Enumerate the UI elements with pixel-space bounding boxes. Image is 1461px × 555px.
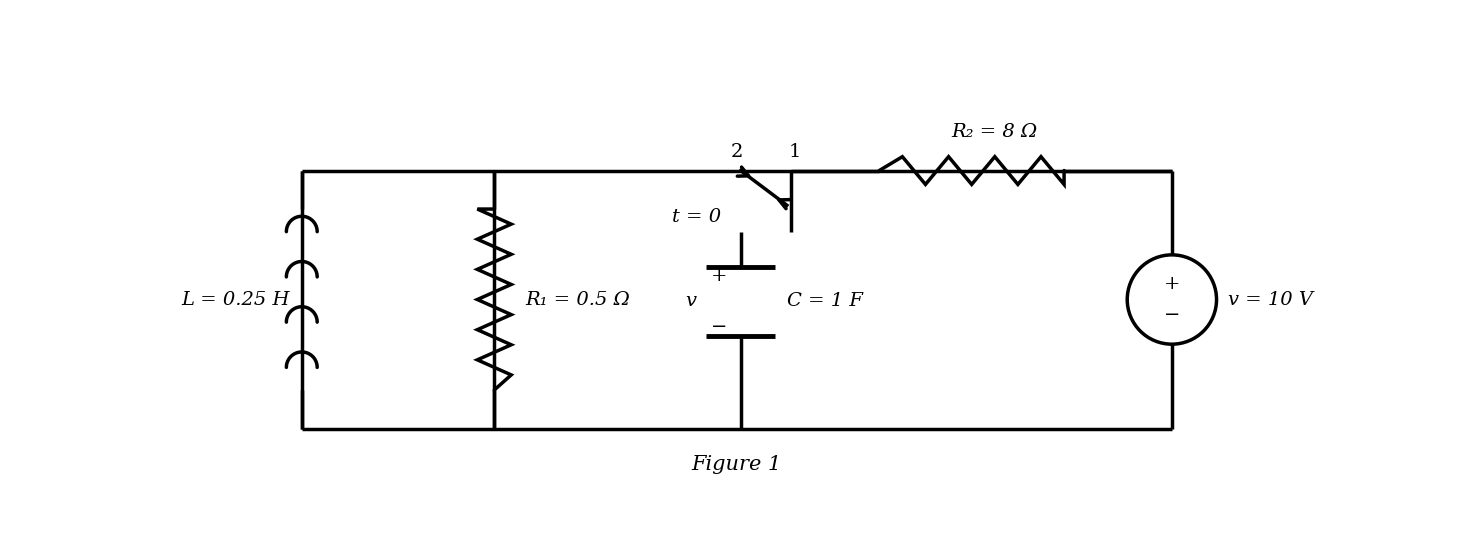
Text: 2: 2 [730, 143, 744, 162]
Text: +: + [1163, 275, 1180, 293]
Text: t = 0: t = 0 [672, 208, 722, 226]
Text: v = 10 V: v = 10 V [1229, 290, 1313, 309]
Text: L = 0.25 H: L = 0.25 H [181, 290, 291, 309]
Text: v: v [685, 292, 695, 310]
Text: R₂ = 8 Ω: R₂ = 8 Ω [951, 123, 1037, 142]
Text: 1: 1 [789, 143, 801, 162]
Text: R₁ = 0.5 Ω: R₁ = 0.5 Ω [524, 290, 630, 309]
Text: −: − [712, 318, 728, 336]
Text: +: + [712, 267, 728, 285]
Text: Figure 1: Figure 1 [691, 455, 782, 474]
Text: C = 1 F: C = 1 F [787, 292, 863, 310]
Text: −: − [1164, 306, 1180, 324]
